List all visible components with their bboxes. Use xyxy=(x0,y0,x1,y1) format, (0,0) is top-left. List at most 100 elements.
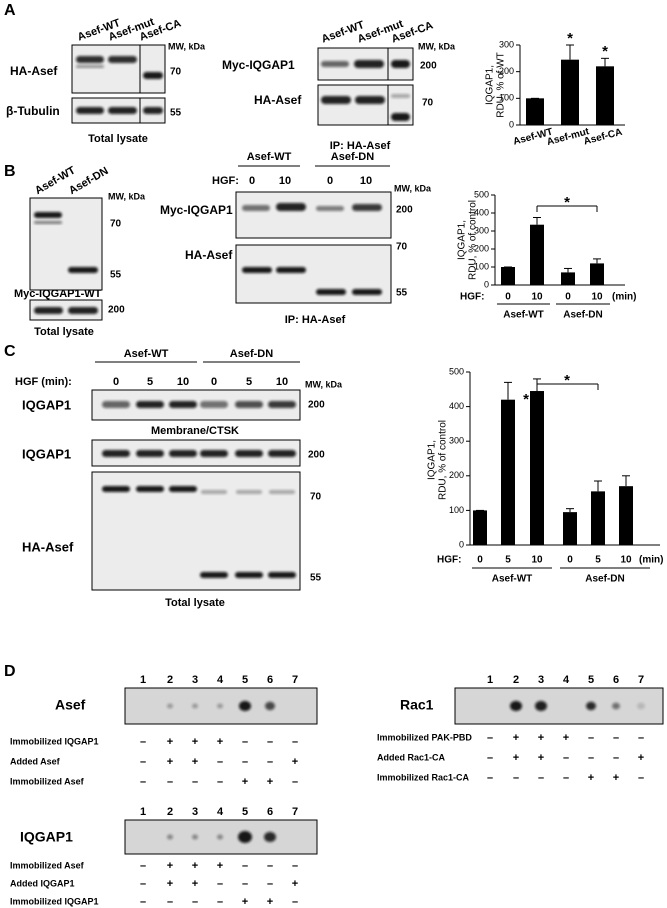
lane-number: 7 xyxy=(638,674,644,686)
mw-title: MW, kDa xyxy=(394,183,432,193)
dot xyxy=(239,700,251,712)
band xyxy=(352,289,382,295)
band xyxy=(201,490,227,494)
x-tick-label: 10 xyxy=(620,555,632,566)
y-tick-label: 300 xyxy=(499,39,514,49)
lane-number: 6 xyxy=(613,674,619,686)
lane-number: 1 xyxy=(487,674,493,686)
bar xyxy=(590,263,604,285)
condition-mark: – xyxy=(487,772,493,784)
condition-mark: – xyxy=(292,776,298,788)
blot-frame xyxy=(454,687,664,725)
band xyxy=(391,94,410,98)
condition-label: Immobilized Asef xyxy=(10,860,85,870)
caption: IP: HA-Asef xyxy=(330,140,391,152)
condition-mark: – xyxy=(192,896,198,908)
mw-marker: 70 xyxy=(396,242,408,253)
blot-frame xyxy=(29,197,103,291)
significance-star: * xyxy=(564,372,570,389)
bar xyxy=(561,272,575,285)
time-label: 0 xyxy=(211,376,217,388)
condition-label: HGF: xyxy=(212,175,239,187)
row-label: Myc-IQGAP1 xyxy=(160,203,233,217)
band xyxy=(169,450,197,457)
lane-number: 7 xyxy=(292,806,298,818)
condition-mark: – xyxy=(267,878,273,890)
time-label: 5 xyxy=(246,376,252,388)
lane-number: 5 xyxy=(242,674,248,686)
y-axis-label: RDU, % of WT xyxy=(496,52,507,118)
mw-marker: 70 xyxy=(422,98,434,109)
blot-frame xyxy=(71,44,166,94)
dot xyxy=(265,701,275,711)
x-axis-label: HGF: xyxy=(460,292,484,303)
lane-number: 6 xyxy=(267,674,273,686)
lane-number: 3 xyxy=(192,806,198,818)
mw-marker: 55 xyxy=(396,288,408,299)
condition-mark: – xyxy=(242,860,248,872)
row-label: HA-Asef xyxy=(22,539,74,554)
x-tick-label: 0 xyxy=(505,292,511,303)
mw-marker: 55 xyxy=(310,573,322,584)
y-tick-label: 100 xyxy=(499,93,514,103)
condition-mark: + xyxy=(192,860,198,872)
condition-mark: – xyxy=(140,756,146,768)
row-label: HA-Asef xyxy=(254,93,302,107)
condition-mark: + xyxy=(192,878,198,890)
condition-mark: + xyxy=(538,752,544,764)
dot xyxy=(192,703,198,709)
band xyxy=(355,96,385,104)
x-unit: (min) xyxy=(639,555,663,566)
dot xyxy=(217,834,223,840)
y-axis-label: RDU, % of control xyxy=(438,420,449,500)
band xyxy=(391,60,410,68)
condition-mark: – xyxy=(513,772,519,784)
condition-label: Immobilized IQGAP1 xyxy=(10,736,99,746)
condition-mark: – xyxy=(267,756,273,768)
bar xyxy=(530,391,544,545)
dot xyxy=(264,831,276,843)
lane-number: 4 xyxy=(217,806,224,818)
dot xyxy=(586,701,596,711)
condition-mark: – xyxy=(267,860,273,872)
lane-number: 3 xyxy=(538,674,544,686)
x-unit: (min) xyxy=(612,292,636,303)
x-tick-label: 0 xyxy=(567,555,573,566)
row-label: HA-Asef xyxy=(185,248,233,262)
condition-mark: – xyxy=(242,736,248,748)
bar xyxy=(526,98,544,125)
bar xyxy=(530,224,544,285)
group-label: Asef-DN xyxy=(230,348,273,360)
significance-star: * xyxy=(602,43,608,60)
condition-mark: – xyxy=(242,756,248,768)
condition-mark: – xyxy=(487,732,493,744)
y-tick-label: 200 xyxy=(474,243,489,253)
band xyxy=(268,450,296,457)
condition-mark: – xyxy=(613,732,619,744)
band xyxy=(108,107,137,114)
band xyxy=(236,490,262,494)
dot xyxy=(637,702,645,710)
x-tick-label: 10 xyxy=(591,292,603,303)
condition-mark: – xyxy=(292,736,298,748)
band xyxy=(354,60,384,68)
condition-label: Immobilized Asef xyxy=(10,776,85,786)
bar xyxy=(563,512,577,545)
row-label: IQGAP1 xyxy=(22,397,71,412)
band xyxy=(34,221,62,224)
condition-mark: – xyxy=(563,772,569,784)
condition-label: Added Rac1-CA xyxy=(377,752,446,762)
band xyxy=(268,572,296,578)
lane-number: 3 xyxy=(192,674,198,686)
x-tick-label: 0 xyxy=(565,292,571,303)
band xyxy=(269,490,295,494)
condition-mark: – xyxy=(217,756,223,768)
panel-letter: D xyxy=(4,663,16,680)
condition-mark: + xyxy=(638,752,644,764)
condition-mark: + xyxy=(167,736,173,748)
lane-number: 1 xyxy=(140,806,146,818)
band xyxy=(200,572,228,578)
mw-marker: 200 xyxy=(108,305,125,316)
panel-letter: C xyxy=(4,343,16,360)
group-label: Asef-DN xyxy=(563,310,602,321)
